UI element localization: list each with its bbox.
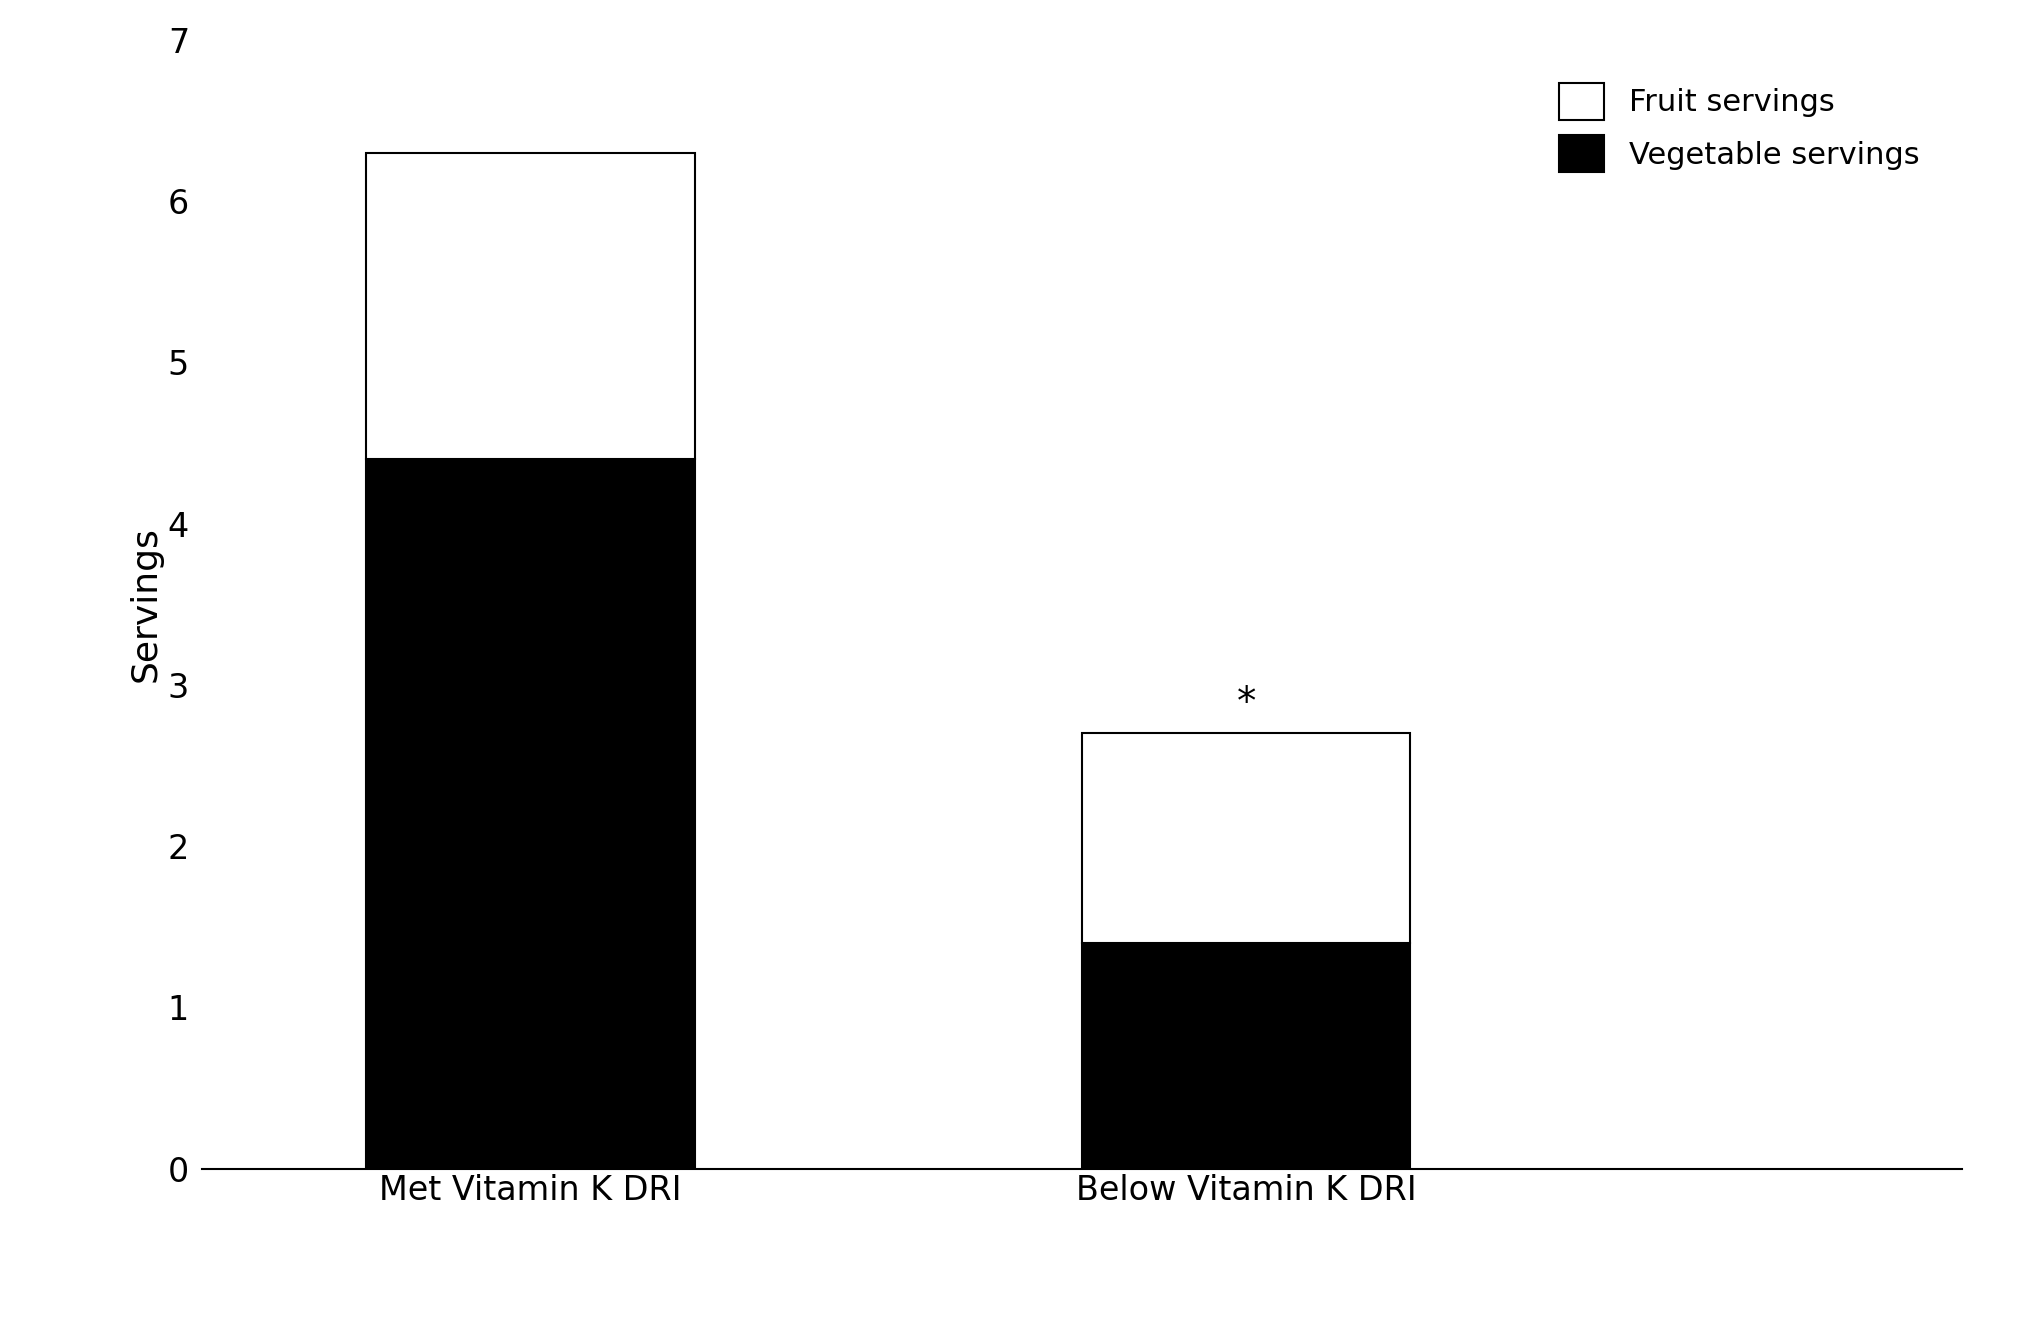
Bar <box>1082 733 1410 943</box>
Y-axis label: Servings: Servings <box>127 526 162 683</box>
Legend: Fruit servings, Vegetable servings: Fruit servings, Vegetable servings <box>1546 70 1932 185</box>
Text: *: * <box>1236 684 1256 722</box>
Bar <box>1082 943 1410 1169</box>
Bar <box>366 459 694 1169</box>
Bar <box>366 153 694 459</box>
